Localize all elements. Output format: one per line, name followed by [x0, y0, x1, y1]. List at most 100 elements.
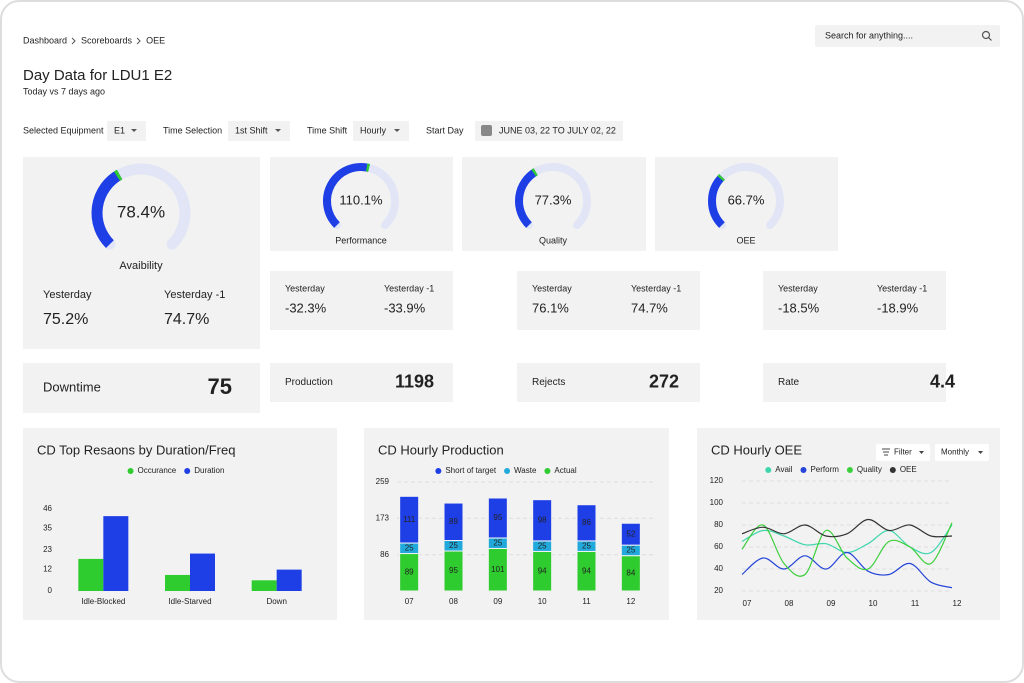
kpi-value: 75: [208, 374, 232, 399]
gauge-panel: [23, 157, 260, 349]
legend-swatch: [765, 467, 772, 473]
breadcrumb-item: OEE: [146, 35, 165, 45]
bar-value-label: 98: [538, 515, 547, 524]
search-icon: [988, 37, 992, 41]
filter-label: Time Shift: [307, 125, 348, 135]
legend-swatch: [889, 467, 896, 473]
comparison-label: Yesterday -1: [877, 283, 927, 293]
comparison-label: Yesterday: [285, 283, 325, 293]
x-tick-label: 12: [953, 599, 962, 608]
comparison-label: Yesterday: [778, 283, 818, 293]
bar-value-label: 94: [582, 566, 591, 575]
bar-value-label: 89: [405, 567, 414, 576]
filter-dropdown[interactable]: [475, 121, 623, 141]
y-tick-label: 100: [710, 498, 724, 507]
comparison-panel: [517, 271, 700, 330]
calendar-icon: [481, 125, 492, 136]
comparison-panel: [763, 271, 946, 330]
gauge-cap: [113, 169, 123, 181]
legend-swatch: [544, 468, 551, 474]
comparison-label: Yesterday: [43, 289, 92, 301]
gauge-cap: [717, 174, 725, 182]
comparison-value: -18.9%: [877, 300, 919, 315]
y-tick-label: 20: [714, 586, 723, 595]
comparison-value: 75.2%: [43, 311, 88, 328]
comparison-panel: [270, 271, 453, 330]
bar-value-label: 94: [538, 566, 547, 575]
y-tick-label: 120: [710, 476, 724, 485]
chart-control[interactable]: [935, 444, 989, 461]
bar-value-label: 95: [493, 513, 502, 522]
dropdown-caret: [978, 451, 983, 454]
gauge-cap: [531, 168, 538, 177]
legend-label: Quality: [857, 465, 882, 474]
kpi-label: Rate: [778, 377, 800, 388]
x-tick-label: 12: [626, 597, 635, 606]
gauge-value-label: 66.7%: [728, 192, 765, 207]
y-tick-label: 80: [714, 520, 723, 529]
breadcrumb-chevron: [71, 37, 76, 45]
bar-value-label: 25: [493, 538, 502, 547]
chart-title: CD Top Resaons by Duration/Freq: [37, 442, 235, 457]
legend-swatch: [846, 467, 853, 473]
x-tick-label: Down: [266, 597, 286, 606]
search-box[interactable]: [815, 25, 1000, 47]
filter-label: Selected Equipment: [23, 125, 104, 135]
gauge-value-label: 110.1%: [339, 192, 383, 207]
y-tick-label: 259: [376, 477, 390, 486]
bar-value-label: 95: [449, 566, 458, 575]
bar-segment: [620, 522, 641, 546]
filter-dropdown[interactable]: [107, 121, 146, 141]
legend-label: Avail: [775, 465, 792, 474]
comparison-value: 74.7%: [164, 311, 209, 328]
bar: [103, 516, 129, 591]
bar-value-label: 25: [405, 543, 414, 552]
bar-segment: [487, 497, 508, 539]
chart-title: CD Hourly OEE: [711, 442, 802, 457]
y-tick-label: 35: [43, 524, 52, 533]
filter-dropdown[interactable]: [353, 121, 409, 141]
bar-value-label: 111: [403, 515, 416, 524]
gauge-value: [91, 169, 123, 248]
chart-control[interactable]: [876, 444, 930, 461]
kpi-panel: [763, 363, 946, 402]
x-tick-label: 10: [869, 599, 878, 608]
legend-label: OEE: [900, 465, 917, 474]
line-series: [741, 551, 953, 589]
comparison-value: -33.9%: [384, 300, 426, 315]
chart-title: CD Hourly Production: [378, 442, 504, 457]
kpi-value: 1198: [395, 371, 434, 391]
search-placeholder: Search for anything....: [825, 30, 913, 40]
kpi-label: Production: [285, 377, 333, 388]
filter-label: Start Day: [426, 125, 464, 135]
legend-swatch: [435, 468, 442, 474]
y-tick-label: 86: [380, 550, 389, 559]
gauge-value: [708, 174, 725, 228]
x-tick-label: 08: [785, 599, 794, 608]
bar-value-label: 25: [449, 541, 458, 550]
bar-value-label: 25: [626, 545, 635, 554]
gauge-value-label: 77.3%: [535, 192, 572, 207]
bar: [78, 558, 104, 591]
dropdown-caret: [919, 451, 924, 454]
y-tick-label: 60: [714, 542, 723, 551]
filter-dropdown[interactable]: [228, 121, 290, 141]
gauge-panel: [655, 157, 838, 251]
bar-value-label: 52: [626, 529, 635, 538]
y-tick-label: 40: [714, 564, 723, 573]
comparison-value: -32.3%: [285, 300, 327, 315]
gauge-name: Avaibility: [119, 260, 163, 272]
x-tick-label: 11: [582, 597, 591, 606]
bar-value-label: 84: [626, 568, 635, 577]
x-tick-label: 11: [911, 599, 920, 608]
chart-control-label: Filter: [894, 448, 912, 457]
line-series: [741, 522, 953, 577]
filter-label: Time Selection: [163, 125, 222, 135]
comparison-label: Yesterday -1: [164, 289, 225, 301]
legend-swatch: [800, 467, 807, 473]
filter-value: 1st Shift: [235, 125, 268, 135]
bar-segment: [443, 502, 464, 541]
x-tick-label: 10: [538, 597, 547, 606]
y-tick-label: 0: [48, 586, 53, 595]
